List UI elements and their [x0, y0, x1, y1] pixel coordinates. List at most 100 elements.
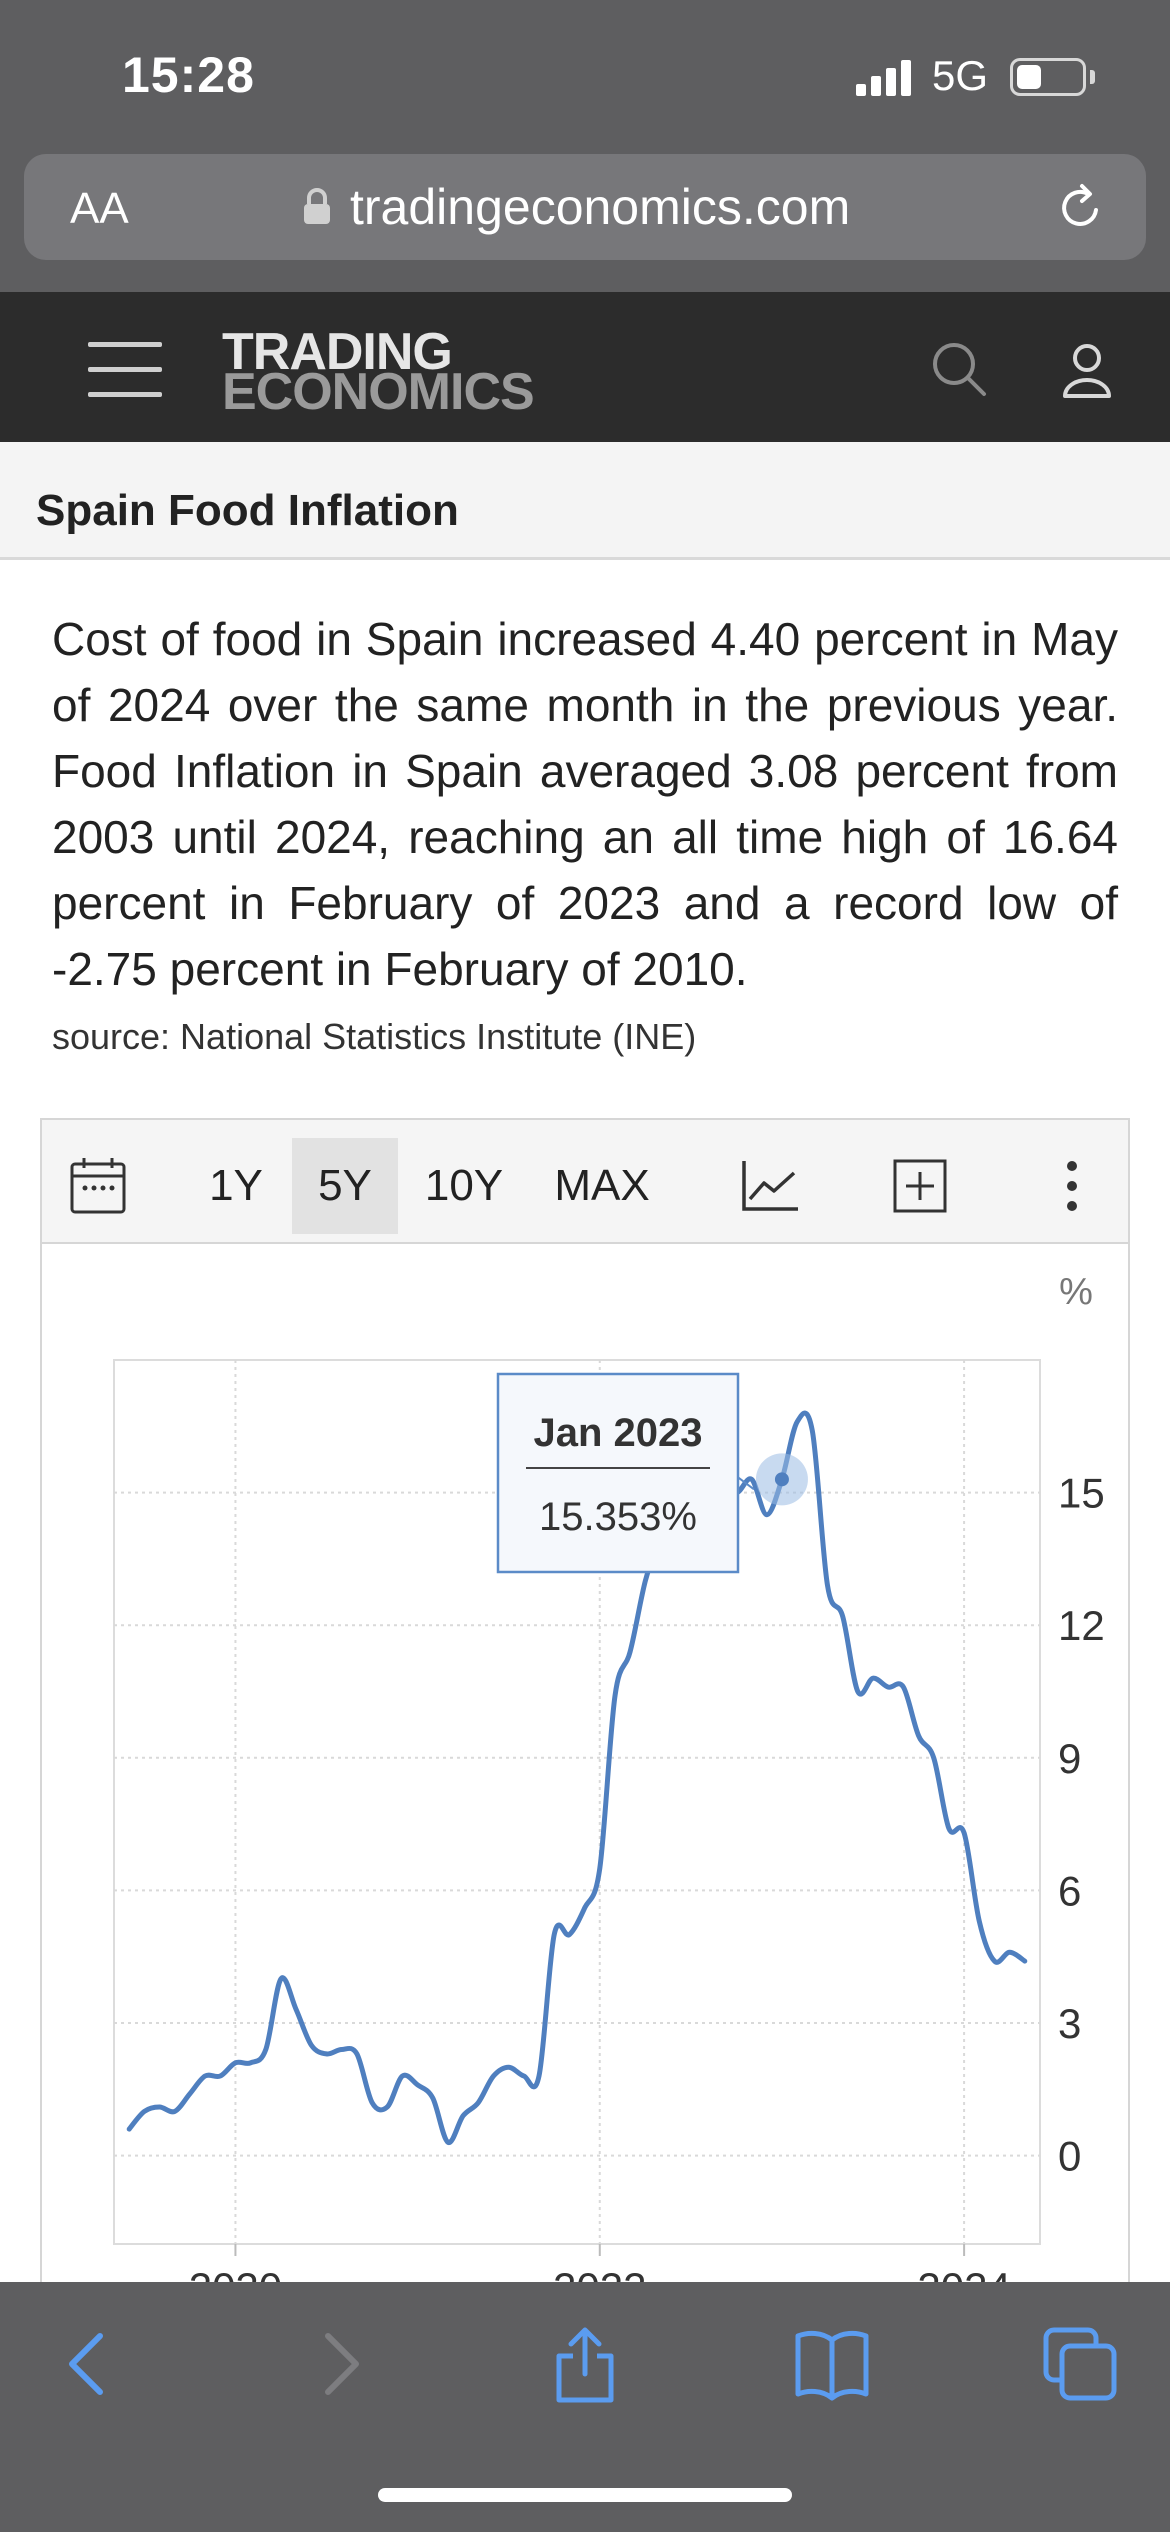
data-point: [187, 2091, 193, 2097]
data-point: [794, 1419, 800, 1425]
calendar-icon[interactable]: [60, 1138, 136, 1234]
logo-line-2: ECONOMICS: [222, 363, 535, 421]
chart-type-icon[interactable]: [732, 1138, 808, 1234]
page-title-bar: Spain Food Inflation: [0, 442, 1170, 560]
data-point: [1007, 1949, 1013, 1955]
description-text: Cost of food in Spain increased 4.40 per…: [52, 613, 1118, 995]
reader-settings-button[interactable]: AA: [70, 184, 129, 233]
y-tick-label: 15: [1058, 1470, 1105, 1517]
signal-icon: [856, 60, 911, 96]
data-point: [931, 1755, 937, 1761]
back-icon[interactable]: [48, 2324, 128, 2404]
data-point: [324, 2051, 330, 2057]
data-point: [870, 1675, 876, 1681]
data-point: [900, 1684, 906, 1690]
data-point: [172, 2108, 178, 2114]
data-point: [885, 1684, 891, 1690]
plot-area: [113, 1359, 1041, 2245]
data-point: [855, 1689, 861, 1695]
add-indicator-icon[interactable]: [882, 1138, 958, 1234]
page-title: Spain Food Inflation: [36, 486, 459, 535]
data-point: [202, 2073, 208, 2079]
data-point: [369, 2100, 375, 2106]
y-tick-label: 12: [1058, 1602, 1105, 1649]
highlight-point-center: [774, 1472, 789, 1487]
browser-top-chrome: 15:28 5G AA tradingeconomics.com: [0, 0, 1170, 292]
status-time: 15:28: [122, 47, 255, 103]
lock-icon: [304, 188, 330, 224]
battery-cap: [1090, 70, 1095, 84]
data-point: [278, 1976, 284, 1982]
tooltip-date: Jan 2023: [533, 1411, 702, 1455]
tabs-icon[interactable]: [1040, 2324, 1120, 2404]
y-tick-label: 3: [1058, 2000, 1081, 2047]
data-point: [308, 2042, 314, 2048]
series-line: [126, 1410, 1028, 2145]
data-point: [840, 1613, 846, 1619]
address-bar[interactable]: AA tradingeconomics.com: [24, 154, 1146, 260]
data-point: [627, 1649, 633, 1655]
bookmarks-icon[interactable]: [792, 2324, 872, 2404]
source-text: source: National Statistics Institute (I…: [52, 1016, 697, 1057]
data-point: [536, 2073, 542, 2079]
data-point: [157, 2104, 163, 2110]
data-point: [460, 2113, 466, 2119]
range-1y-button[interactable]: 1Y: [209, 1161, 263, 1210]
y-tick-label: 0: [1058, 2133, 1081, 2180]
data-point: [248, 2060, 254, 2066]
range-5y-button[interactable]: 5Y: [292, 1138, 398, 1234]
data-point: [126, 2126, 132, 2132]
menu-icon[interactable]: [88, 342, 162, 398]
data-point: [217, 2073, 223, 2079]
data-point: [354, 2051, 360, 2057]
data-point: [764, 1512, 770, 1518]
data-point: [582, 1905, 588, 1911]
data-point: [566, 1932, 572, 1938]
tooltip-pointer: [737, 1476, 755, 1491]
logo-line-1: TRADING: [222, 323, 453, 381]
data-point: [339, 2047, 345, 2053]
data-point: [642, 1578, 648, 1584]
data-point: [946, 1826, 952, 1832]
data-point: [232, 2060, 238, 2066]
search-icon[interactable]: [928, 338, 990, 400]
network-label: 5G: [932, 52, 989, 99]
data-point: [597, 1865, 603, 1871]
data-point: [976, 1918, 982, 1924]
data-point: [824, 1582, 830, 1588]
share-icon[interactable]: [545, 2324, 625, 2404]
y-unit-label: %: [1059, 1271, 1093, 1313]
more-options-icon[interactable]: [1042, 1138, 1102, 1234]
data-point: [491, 2073, 497, 2079]
data-point: [809, 1428, 815, 1434]
reload-icon[interactable]: [1052, 180, 1108, 236]
forward-icon[interactable]: [300, 2324, 380, 2404]
data-point: [991, 1958, 997, 1964]
range-10y-button[interactable]: 10Y: [424, 1161, 504, 1210]
data-point: [263, 2047, 269, 2053]
data-point: [521, 2073, 527, 2079]
url-text[interactable]: tradingeconomics.com: [350, 179, 851, 235]
battery-icon: [1010, 58, 1086, 96]
data-point: [475, 2100, 481, 2106]
user-icon[interactable]: [1056, 338, 1118, 400]
data-point: [506, 2064, 512, 2070]
data-point: [961, 1830, 967, 1836]
site-logo[interactable]: TRADING ECONOMICS: [222, 323, 535, 421]
y-tick-label: 6: [1058, 1867, 1081, 1914]
data-point: [749, 1476, 755, 1482]
range-max-button[interactable]: MAX: [554, 1161, 650, 1210]
data-point: [1022, 1958, 1028, 1964]
data-point: [415, 2082, 421, 2088]
data-point: [445, 2139, 451, 2145]
chart-toolbar: 1Y 5Y 10Y MAX: [42, 1120, 1128, 1244]
data-point: [551, 1932, 557, 1938]
data-point: [612, 1693, 618, 1699]
data-point: [293, 2007, 299, 2013]
home-indicator: [378, 2488, 792, 2502]
tooltip-box: [496, 1372, 740, 1574]
tooltip-value: 15.353%: [539, 1495, 697, 1539]
data-point: [399, 2073, 405, 2079]
site-header: TRADING ECONOMICS: [0, 292, 1170, 442]
